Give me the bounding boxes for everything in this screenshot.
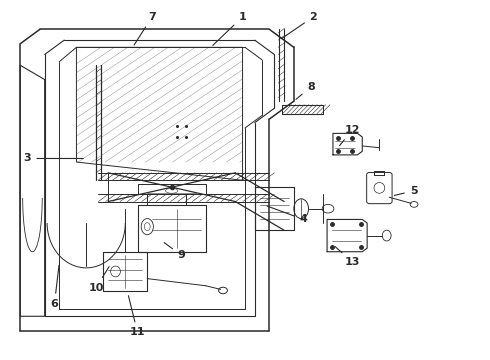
Text: 12: 12 (340, 125, 360, 145)
Text: 7: 7 (134, 12, 156, 45)
Text: 5: 5 (394, 186, 417, 196)
Text: 9: 9 (164, 243, 185, 260)
Text: 13: 13 (335, 247, 360, 267)
Text: 3: 3 (24, 153, 83, 163)
Text: 4: 4 (267, 206, 308, 224)
Text: 10: 10 (88, 267, 109, 293)
Text: 2: 2 (281, 12, 318, 39)
Text: 6: 6 (50, 265, 59, 309)
Text: 8: 8 (296, 82, 315, 99)
Text: 1: 1 (213, 12, 246, 45)
Text: 11: 11 (128, 296, 145, 337)
